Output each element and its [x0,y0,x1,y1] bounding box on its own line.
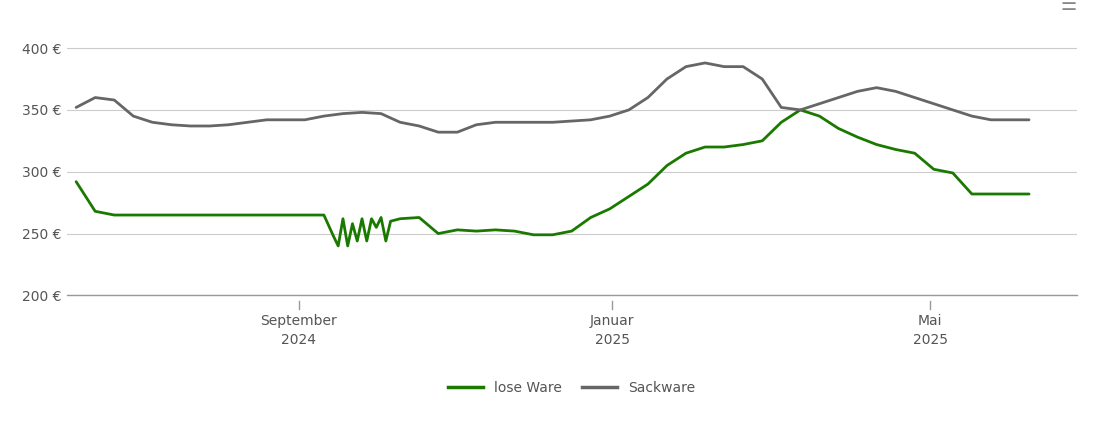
Legend: lose Ware, Sackware: lose Ware, Sackware [443,375,700,400]
Text: Mai: Mai [918,314,942,328]
Text: 2025: 2025 [595,333,629,346]
Text: Januar: Januar [589,314,634,328]
Text: 2024: 2024 [282,333,316,346]
Text: ☰: ☰ [1060,0,1077,14]
Text: 2025: 2025 [912,333,948,346]
Text: September: September [261,314,337,328]
